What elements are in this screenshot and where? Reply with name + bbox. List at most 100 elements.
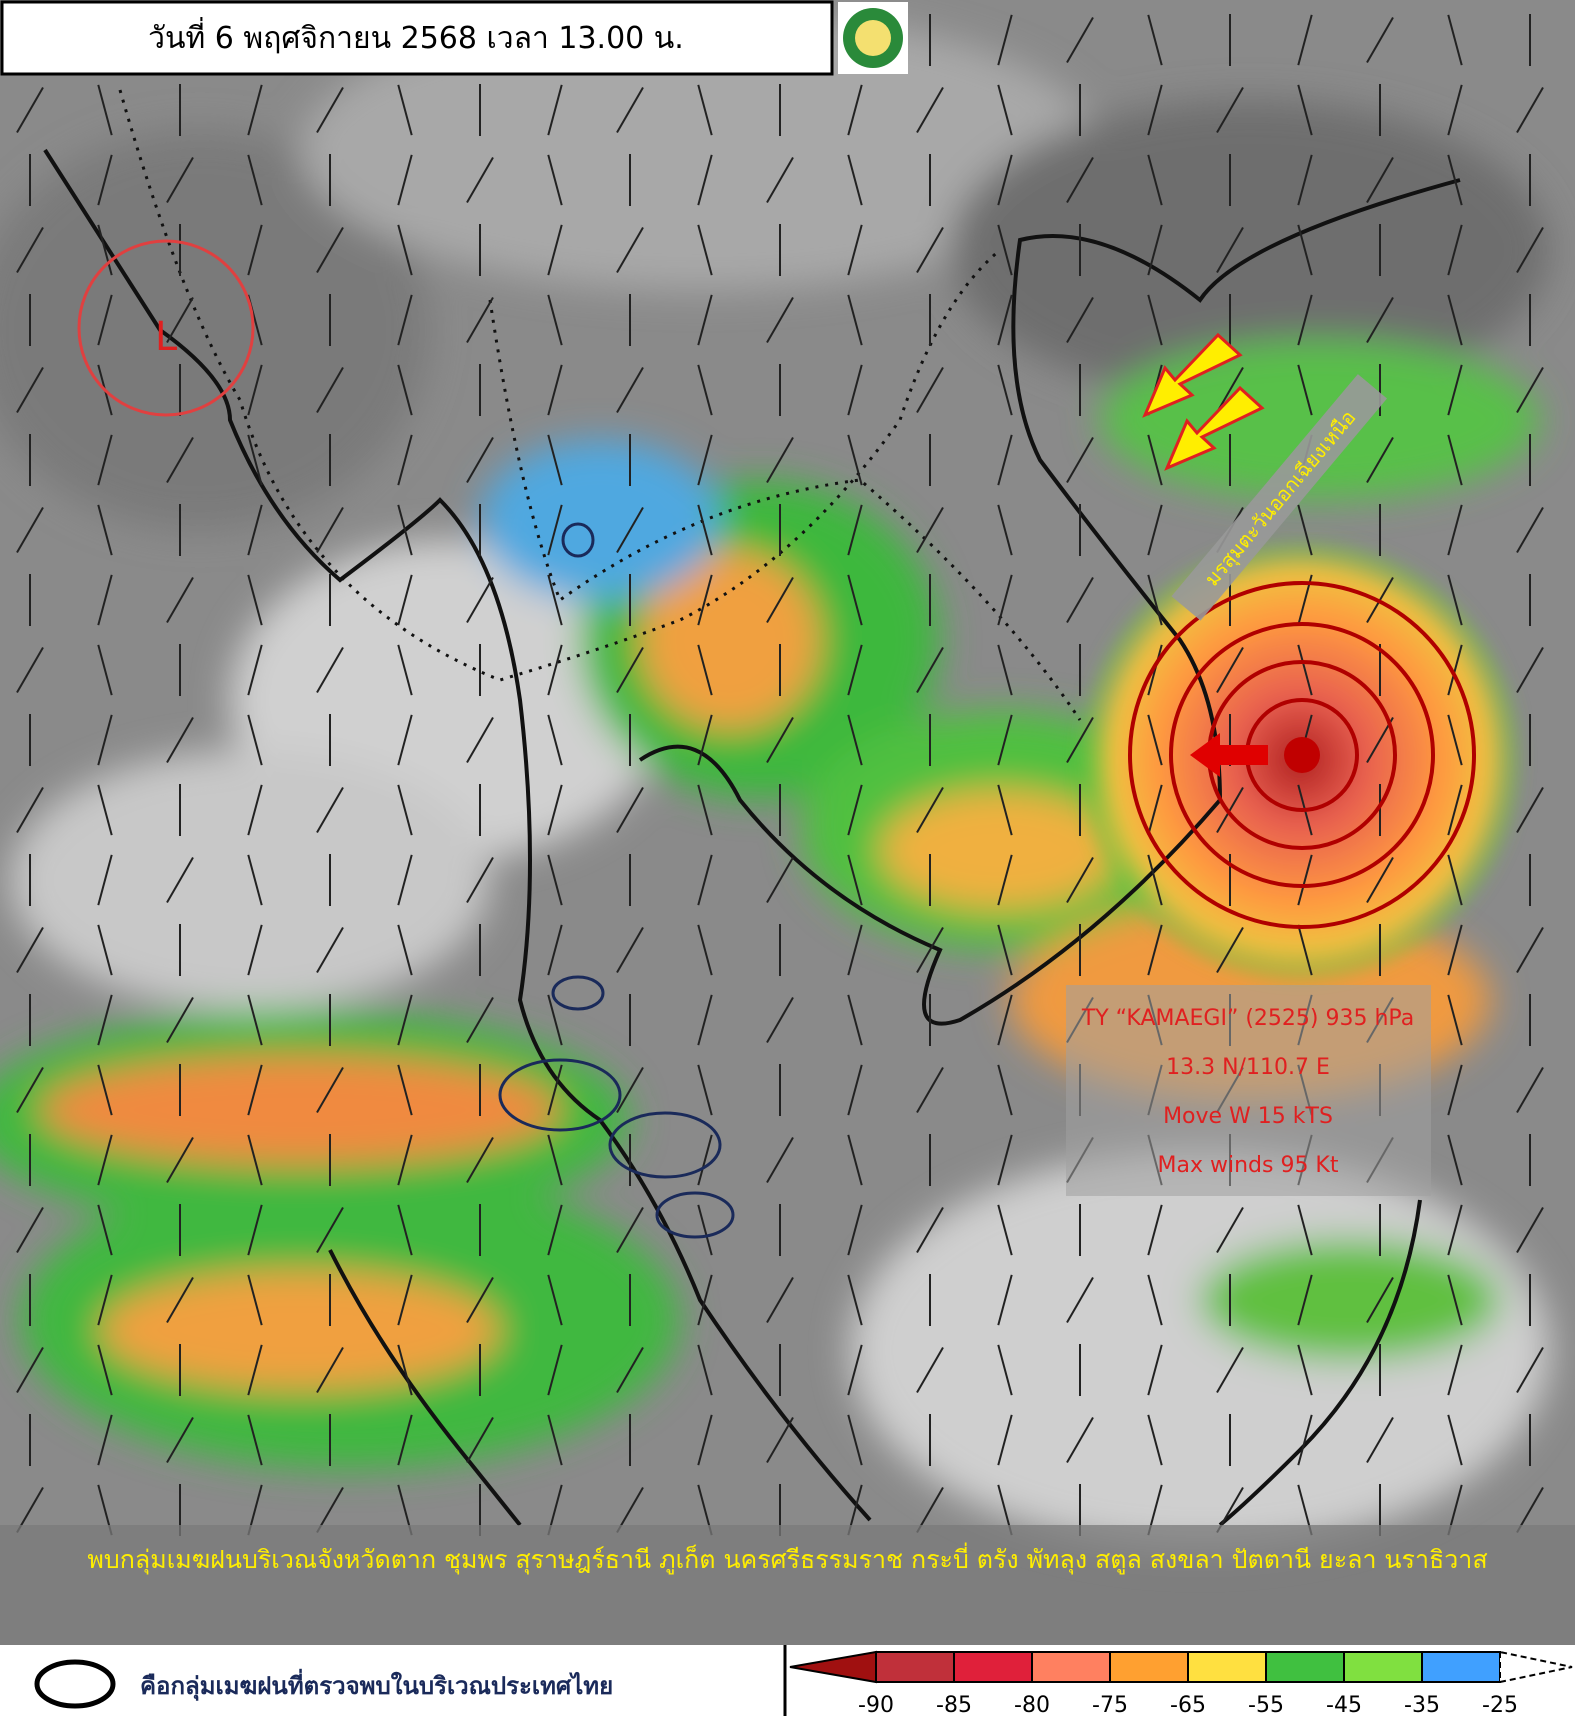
wind-barb [1447, 224, 1463, 276]
wind-barb [1297, 1414, 1313, 1466]
wind-barb [847, 714, 863, 766]
wind-barb [616, 1206, 644, 1254]
wind-barb [1516, 926, 1544, 974]
wind-barb [616, 366, 644, 414]
wind-barb [847, 154, 863, 206]
wind-barb [247, 434, 263, 486]
wind-barb [247, 784, 263, 836]
wind-barb [1366, 16, 1394, 64]
wind-barb [547, 294, 563, 346]
wind-barb [97, 294, 113, 346]
wind-barb [166, 576, 194, 624]
wind-barb [997, 294, 1013, 346]
colorbar-tick-label: -65 [1170, 1693, 1206, 1716]
wind-barb [697, 1344, 713, 1396]
wind-barb [1366, 296, 1394, 344]
wind-barb [16, 1066, 44, 1114]
wind-barb [697, 294, 713, 346]
wind-barb [547, 364, 563, 416]
wind-barb [547, 1274, 563, 1326]
wind-barb [697, 154, 713, 206]
wind-barb [1066, 856, 1094, 904]
wind-barb [466, 716, 494, 764]
wind-barb [247, 1064, 263, 1116]
wind-barb [97, 574, 113, 626]
low-label: L [155, 314, 178, 360]
colorbar: -90 -85 -80 -75 -65 -55 -45 -35 -25 [789, 1650, 1573, 1718]
wind-barb [397, 1134, 413, 1186]
wind-barb [766, 576, 794, 624]
wind-barb [997, 714, 1013, 766]
wind-barb [466, 1416, 494, 1464]
colorbar-segment [1421, 1651, 1501, 1683]
wind-barb [466, 996, 494, 1044]
header-box [0, 0, 834, 76]
wind-barb [916, 926, 944, 974]
wind-barb [316, 1206, 344, 1254]
wind-barb [1066, 16, 1094, 64]
colorbar-segment [1109, 1651, 1189, 1683]
wind-barb [847, 364, 863, 416]
rain-cloud-outlines [498, 522, 735, 1239]
colorbar-tick-label: -55 [1248, 1693, 1284, 1716]
colorbar-end [1499, 1650, 1573, 1684]
wind-barb [166, 1416, 194, 1464]
wind-barb [916, 786, 944, 834]
wind-barb [1447, 1064, 1463, 1116]
wind-barb [847, 784, 863, 836]
wind-barb [547, 1344, 563, 1396]
wind-barb [1216, 86, 1244, 134]
legend-cloud-icon [34, 1659, 116, 1709]
wind-barb [847, 1064, 863, 1116]
wind-barb [847, 854, 863, 906]
colorbar-segment [875, 1651, 955, 1683]
wind-barb [547, 1414, 563, 1466]
wind-barb [547, 504, 563, 556]
wind-barb [547, 574, 563, 626]
wind-barb [247, 1344, 263, 1396]
colorbar-segment [953, 1651, 1033, 1683]
wind-barb [1366, 1416, 1394, 1464]
wind-barb [247, 854, 263, 906]
wind-barb [616, 226, 644, 274]
wind-barb [1447, 1134, 1463, 1186]
wind-barb [1066, 156, 1094, 204]
wind-barb [1447, 1204, 1463, 1256]
wind-barb [316, 506, 344, 554]
wind-barb [16, 646, 44, 694]
wind-barb [616, 1066, 644, 1114]
wind-barb [397, 294, 413, 346]
wind-barb [1516, 1206, 1544, 1254]
typhoon-center [1284, 737, 1320, 773]
wind-barb [697, 434, 713, 486]
wind-barb [697, 84, 713, 136]
wind-barb [466, 576, 494, 624]
wind-barb [547, 714, 563, 766]
wind-barb [1447, 784, 1463, 836]
wind-barb [766, 996, 794, 1044]
wind-barb [316, 1066, 344, 1114]
wind-barb [1297, 154, 1313, 206]
typhoon-info-line: TY “KAMAEGI” (2525) 935 hPa [1081, 1006, 1414, 1031]
wind-barb [1366, 856, 1394, 904]
wind-barb [316, 786, 344, 834]
wind-barb [1147, 574, 1163, 626]
wind-barb [97, 1274, 113, 1326]
wind-barb [247, 714, 263, 766]
wind-barb [1447, 294, 1463, 346]
wind-barb [1147, 154, 1163, 206]
monsoon-label-bg [1171, 374, 1387, 621]
wind-barb [1447, 714, 1463, 766]
wind-barb [847, 224, 863, 276]
wind-barb [397, 1064, 413, 1116]
wind-barb [1447, 1344, 1463, 1396]
wind-barb [1147, 714, 1163, 766]
wind-barb [1297, 224, 1313, 276]
wind-barb [16, 1206, 44, 1254]
wind-barb [547, 924, 563, 976]
wind-barb [847, 924, 863, 976]
typhoon-info-line: Move W 15 kTS [1163, 1104, 1333, 1129]
wind-barb [997, 154, 1013, 206]
wind-barb [997, 1064, 1013, 1116]
wind-barb [697, 644, 713, 696]
